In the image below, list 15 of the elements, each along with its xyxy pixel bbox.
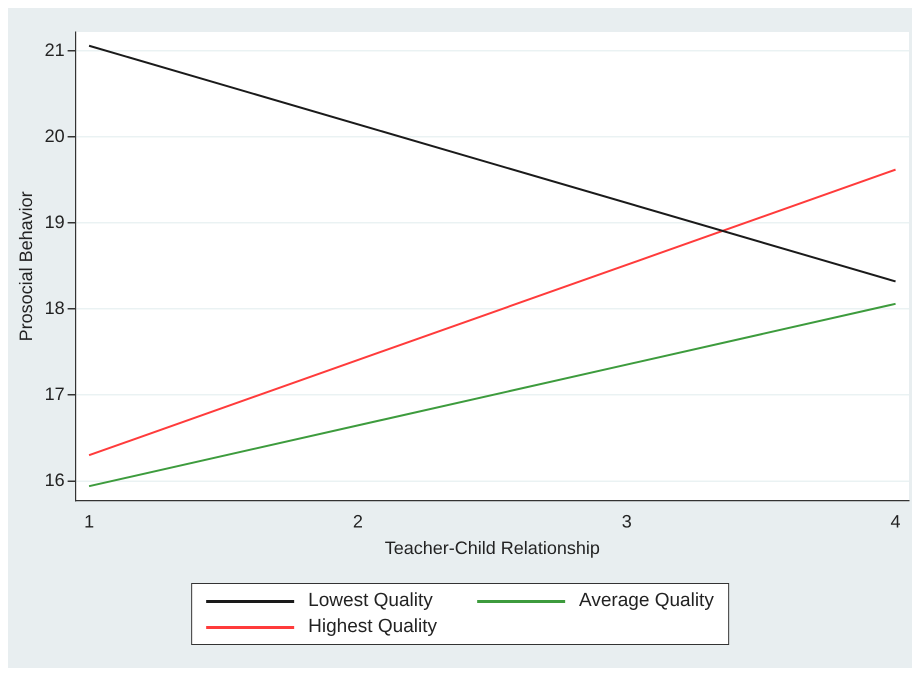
x-tick-label: 1 [84, 512, 94, 532]
legend-label: Highest Quality [308, 616, 437, 638]
y-tick-label: 19 [44, 212, 65, 232]
legend-label: Lowest Quality [308, 590, 433, 612]
x-tick-label: 2 [352, 512, 363, 532]
y-tick-label: 16 [44, 470, 65, 490]
x-tick-label: 4 [890, 512, 901, 532]
legend-label: Average Quality [579, 590, 714, 612]
x-axis-title: Teacher-Child Relationship [384, 538, 600, 558]
y-axis-title: Prosocial Behavior [16, 191, 36, 342]
y-tick-label: 21 [44, 40, 65, 60]
y-tick-label: 20 [44, 126, 65, 146]
y-tick-label: 17 [44, 384, 65, 404]
x-tick-label: 3 [622, 512, 632, 532]
y-tick-label: 18 [44, 298, 65, 318]
